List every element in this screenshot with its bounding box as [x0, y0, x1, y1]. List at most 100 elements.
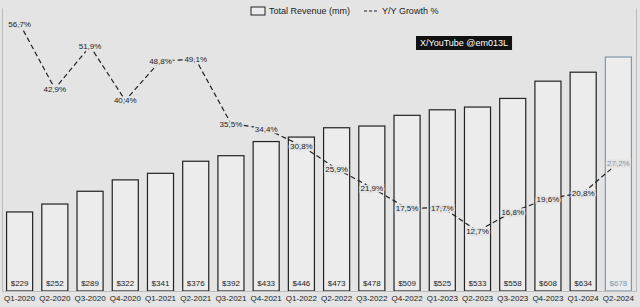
- x-tick-label: Q1-2021: [145, 294, 177, 303]
- x-tick-label: Q4-2021: [251, 294, 283, 303]
- bar: [535, 81, 561, 291]
- x-tick: Q4-2021: [251, 294, 283, 303]
- line-label: 35,5%: [220, 120, 243, 129]
- bar-label: $289: [81, 279, 99, 288]
- bar-label: $322: [116, 279, 134, 288]
- bar-label: $509: [398, 279, 416, 288]
- x-tick: Q4-2022: [391, 294, 423, 303]
- x-tick-label: Q2-2020: [39, 294, 71, 303]
- x-tick-label: Q2-2022: [321, 294, 353, 303]
- x-tick: Q3-2020: [74, 294, 106, 303]
- bar-label: $678: [609, 279, 627, 288]
- plot-area: [7, 24, 632, 291]
- axis-line: [636, 9, 637, 292]
- x-tick-label: Q1-2024: [568, 294, 600, 303]
- y2-axis: [636, 9, 637, 292]
- line-label: 27,2%: [607, 159, 630, 168]
- legend: Total Revenue (mm) Y/Y Growth %: [251, 6, 438, 16]
- bar-label: $478: [363, 279, 381, 288]
- legend-swatch: [364, 10, 378, 11]
- x-tick: Q4-2020: [110, 294, 142, 303]
- x-tick: Q2-2021: [180, 294, 212, 303]
- line-label: 16,8%: [501, 208, 524, 217]
- bar: [500, 98, 526, 291]
- bar: [7, 212, 33, 291]
- bar: [218, 156, 244, 291]
- bar: [394, 115, 420, 291]
- line-label: 56,7%: [8, 20, 31, 29]
- line-label: 17,5%: [396, 204, 419, 213]
- bar: [359, 126, 385, 291]
- x-tick-label: Q2-2023: [462, 294, 494, 303]
- bar: [183, 161, 209, 291]
- bar-label: $433: [257, 279, 275, 288]
- x-tick: Q1-2022: [286, 294, 318, 303]
- line-label: 17,7%: [431, 204, 454, 213]
- x-tick: Q2-2023: [462, 294, 494, 303]
- bar: [77, 191, 103, 291]
- line-label: 34,4%: [255, 125, 278, 134]
- x-tick: Q2-2022: [321, 294, 353, 303]
- bar-label: $558: [504, 279, 522, 288]
- x-tick: Q2-2024: [603, 294, 635, 303]
- x-tick-label: Q3-2020: [74, 294, 106, 303]
- x-tick-label: Q2-2024: [603, 294, 635, 303]
- bar-label: $229: [11, 279, 29, 288]
- axis-line: [2, 9, 3, 292]
- x-tick: Q1-2021: [145, 294, 177, 303]
- bar: [147, 173, 173, 291]
- line-label: 25,9%: [325, 165, 348, 174]
- x-tick-label: Q1-2020: [4, 294, 36, 303]
- bar: [288, 137, 314, 291]
- bar-label: $473: [328, 279, 346, 288]
- x-tick: Q1-2023: [427, 294, 459, 303]
- annotation: X/YouTube @em013L: [416, 36, 512, 50]
- bar-label: $525: [433, 279, 451, 288]
- bar-label: $533: [469, 279, 487, 288]
- bar: [429, 110, 455, 291]
- bar-label: $392: [222, 279, 240, 288]
- line-label: 30,8%: [290, 142, 313, 151]
- x-tick: Q2-2020: [39, 294, 71, 303]
- bar: [324, 128, 350, 291]
- bar: [253, 142, 279, 291]
- x-tick: Q4-2023: [532, 294, 564, 303]
- bar: [112, 180, 138, 291]
- x-tick: Q1-2020: [4, 294, 36, 303]
- x-tick: Q3-2023: [497, 294, 529, 303]
- x-tick-label: Q3-2021: [215, 294, 247, 303]
- chart: Q1-2020Q2-2020Q3-2020Q4-2020Q1-2021Q2-20…: [0, 0, 640, 307]
- bar-label: $634: [574, 279, 592, 288]
- line-label: 48,8%: [149, 57, 172, 66]
- x-tick-label: Q1-2023: [427, 294, 459, 303]
- x-tick-label: Q4-2020: [110, 294, 142, 303]
- x-tick-label: Q4-2023: [532, 294, 564, 303]
- bar-label: $252: [46, 279, 64, 288]
- legend-item: Total Revenue (mm): [251, 6, 350, 16]
- line-label: 40,4%: [114, 96, 137, 105]
- annotation-box: [416, 36, 512, 50]
- line-label: 42,9%: [43, 85, 66, 94]
- bar: [605, 57, 631, 291]
- bar-label: $341: [152, 279, 170, 288]
- x-tick-label: Q4-2022: [391, 294, 423, 303]
- y-axis: [2, 9, 3, 292]
- bar-label: $608: [539, 279, 557, 288]
- background: [0, 0, 640, 307]
- bar: [464, 107, 490, 291]
- line-label: 20,8%: [572, 189, 595, 198]
- legend-label: Total Revenue (mm): [269, 6, 350, 16]
- line-label: 21,9%: [360, 184, 383, 193]
- annotation-text: X/YouTube @em013L: [420, 38, 508, 48]
- x-tick-label: Q2-2021: [180, 294, 212, 303]
- x-tick: Q3-2022: [356, 294, 388, 303]
- legend-item: Y/Y Growth %: [364, 6, 438, 16]
- x-axis: Q1-2020Q2-2020Q3-2020Q4-2020Q1-2021Q2-20…: [3, 292, 637, 303]
- line-label: 19,6%: [537, 195, 560, 204]
- legend-swatch: [251, 7, 265, 15]
- x-tick: Q1-2024: [568, 294, 600, 303]
- legend-label: Y/Y Growth %: [382, 6, 438, 16]
- line-label: 51,9%: [79, 42, 102, 51]
- line-label: 49,1%: [184, 55, 207, 64]
- data-labels: $229$252$289$322$341$376$392$433$446$473…: [8, 20, 629, 288]
